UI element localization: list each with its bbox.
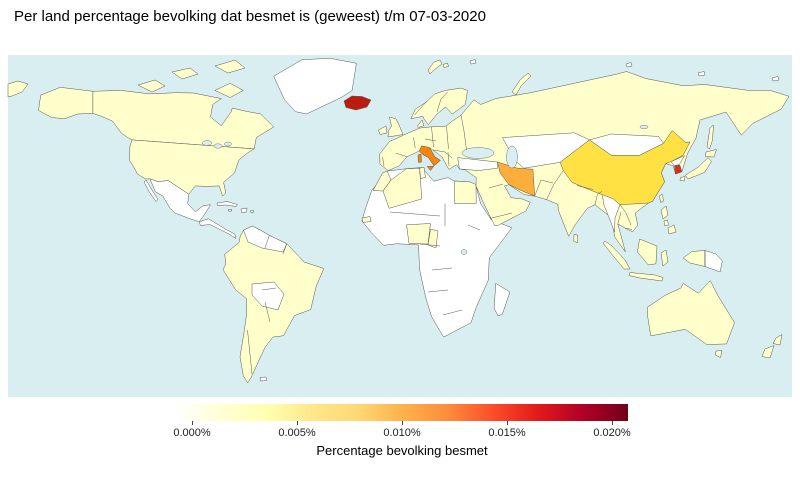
sakhalin <box>706 124 714 150</box>
lakes-and-seas <box>202 125 649 255</box>
canada-arctic-islands <box>137 59 246 98</box>
scandinavia <box>410 87 468 126</box>
country-south-korea <box>674 164 683 175</box>
legend-caption: Percentage bevolking besmet <box>316 443 488 458</box>
legend-tickmark <box>401 421 403 425</box>
country-canada <box>92 90 275 150</box>
madagascar <box>493 282 511 317</box>
legend-tickmark <box>611 421 613 425</box>
australia <box>646 280 735 358</box>
country-borders <box>247 91 706 375</box>
africa-low-value-countries <box>361 167 477 249</box>
page-title: Per land percentage bevolking dat besmet… <box>14 8 486 25</box>
legend-tickmark <box>506 421 508 425</box>
turkey <box>457 157 498 171</box>
country-greenland <box>273 58 357 115</box>
legend-tick-label: 0.010% <box>383 427 421 439</box>
caribbean-islands <box>216 201 267 382</box>
japan <box>679 149 717 182</box>
legend-gradient-bar <box>176 404 628 421</box>
country-iceland <box>343 95 372 111</box>
denmark <box>417 119 425 128</box>
mexico-central-america <box>143 178 237 240</box>
country-iran <box>497 161 535 197</box>
legend-tick-label: 0.005% <box>278 427 316 439</box>
svalbard-novaya-zemlya <box>427 59 532 96</box>
legend-tickmark <box>296 421 298 425</box>
legend-tick-label: 0.015% <box>488 427 526 439</box>
legend-tickmark <box>191 421 193 425</box>
north-korea <box>670 155 686 167</box>
legend-tick-label: 0.020% <box>593 427 631 439</box>
british-isles <box>378 116 404 138</box>
country-alaska-usa <box>38 87 94 119</box>
taiwan-srilanka-philippines <box>573 194 677 243</box>
africa <box>361 167 513 338</box>
country-usa <box>129 139 255 197</box>
chukotka-west-sliver <box>7 80 29 98</box>
country-italy <box>417 145 441 171</box>
maritime-southeast-asia <box>602 238 706 282</box>
arctic-islands <box>469 59 780 82</box>
legend-tick-label: 0.000% <box>173 427 211 439</box>
new-zealand <box>761 334 783 359</box>
